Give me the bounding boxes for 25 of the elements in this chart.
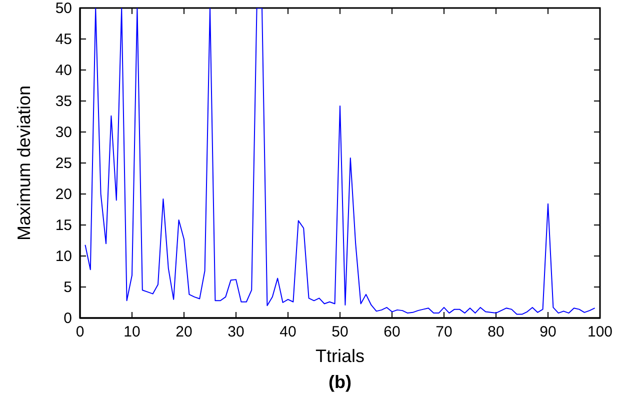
x-tick-label: 60 — [384, 324, 400, 341]
x-tick-label: 10 — [124, 324, 140, 341]
y-tick-label: 20 — [55, 186, 72, 203]
y-tick-label: 30 — [55, 124, 72, 141]
x-tick-label: 30 — [228, 324, 244, 341]
y-tick-label: 45 — [55, 30, 72, 48]
y-axis-title: Maximum deviation — [14, 85, 34, 241]
y-tick-label: 40 — [55, 62, 72, 79]
y-tick-label: 25 — [55, 154, 72, 172]
x-axis-title: Ttrials — [316, 346, 364, 366]
x-tick-label: 0 — [76, 324, 84, 341]
y-tick-label: 35 — [55, 92, 72, 110]
x-tick-label: 40 — [280, 324, 296, 341]
x-tick-label: 80 — [488, 324, 504, 341]
x-tick-label: 90 — [540, 324, 556, 341]
y-tick-label: 15 — [55, 216, 72, 234]
y-tick-label: 0 — [64, 310, 72, 327]
x-tick-label: 100 — [587, 324, 613, 341]
x-tick-label: 50 — [332, 324, 348, 341]
y-tick-label: 5 — [64, 278, 72, 296]
y-tick-label: 50 — [55, 0, 72, 17]
x-tick-label: 20 — [176, 324, 192, 341]
text: (b) — [328, 372, 352, 392]
y-tick-label: 10 — [55, 248, 72, 265]
x-tick-label: 70 — [436, 324, 452, 341]
